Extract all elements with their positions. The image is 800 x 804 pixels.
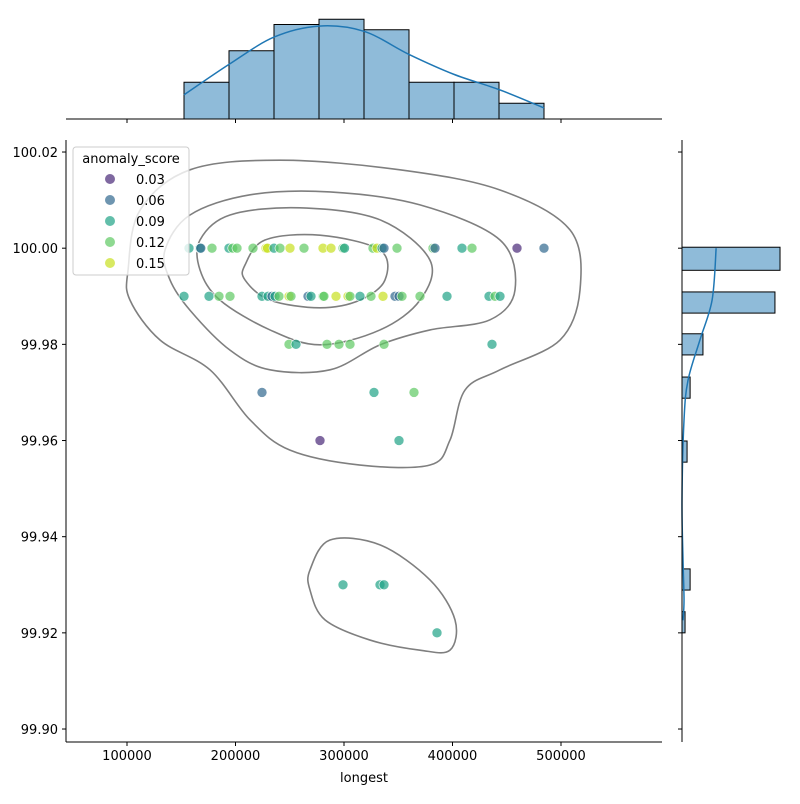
right-marginal-histogram: [681, 246, 781, 634]
legend-label: 0.09: [136, 215, 165, 230]
scatter-point: [178, 290, 190, 302]
top-hist-bar: [453, 81, 500, 120]
kde-contour: [307, 537, 458, 654]
top-hist-bar: [408, 81, 455, 120]
scatter-point: [429, 242, 441, 254]
kde-contour: [162, 190, 517, 374]
scatter-point: [393, 435, 405, 446]
scatter-point: [305, 290, 317, 302]
legend-label: 0.06: [136, 194, 165, 209]
x-tick-label: 400000: [428, 749, 478, 764]
scatter-point: [318, 290, 330, 302]
scatter-point: [368, 387, 380, 398]
legend-marker: [105, 216, 115, 226]
y-tick-label: 99.92: [21, 627, 58, 642]
scatter-point: [354, 290, 366, 302]
top-hist-bar: [183, 81, 230, 120]
kde-contour: [125, 159, 582, 469]
x-tick-label: 300000: [319, 749, 369, 764]
scatter-point: [298, 242, 310, 254]
right-hist-bar: [681, 333, 704, 356]
scatter-points: [178, 242, 550, 639]
scatter-point: [333, 339, 345, 350]
scatter-point: [378, 242, 390, 254]
scatter-point: [195, 242, 207, 254]
scatter-point: [213, 290, 225, 302]
scatter-point: [511, 242, 523, 254]
x-tick-label: 100000: [102, 749, 152, 764]
top-hist-bar: [363, 29, 410, 120]
scatter-point: [231, 242, 243, 254]
scatter-point: [273, 290, 285, 302]
y-tick-label: 99.90: [21, 723, 58, 738]
scatter-point: [247, 242, 259, 254]
legend-box: [72, 146, 190, 276]
legend-marker: [105, 237, 115, 247]
legend-marker: [105, 195, 115, 205]
legend-label: 0.03: [136, 173, 165, 188]
kde-contour: [196, 206, 434, 346]
y-tick-label: 99.98: [21, 338, 58, 353]
y-tick-label: 100.02: [13, 146, 59, 161]
scatter-point: [538, 242, 550, 254]
x-tick-label: 500000: [536, 749, 586, 764]
scatter-point: [441, 290, 453, 302]
scatter-point: [344, 290, 356, 302]
scatter-point: [206, 242, 218, 254]
scatter-point: [365, 290, 377, 302]
scatter-point: [396, 290, 408, 302]
right-hist-bar: [681, 291, 776, 314]
scatter-point: [284, 242, 296, 254]
legend-marker: [105, 258, 115, 268]
scatter-point: [344, 339, 356, 350]
scatter-point: [377, 290, 389, 302]
scatter-point: [330, 290, 342, 302]
legend-marker: [105, 174, 115, 184]
y-tick-label: 99.94: [21, 531, 58, 546]
scatter-point: [256, 387, 268, 398]
scatter-point: [314, 435, 326, 446]
scatter-point: [486, 339, 498, 350]
scatter-point: [456, 242, 468, 254]
scatter-point: [466, 242, 478, 254]
scatter-point: [378, 579, 390, 591]
scatter-point: [391, 242, 403, 254]
scatter-point: [414, 290, 426, 302]
scatter-point: [203, 290, 215, 302]
kde-contours: [125, 159, 582, 654]
right-hist-bar: [681, 246, 781, 271]
right-kde-line: [681, 248, 717, 621]
axes: 100000 200000 300000 400000 500000 99.90 99.92…: [13, 118, 683, 764]
top-hist-bar: [228, 50, 275, 120]
legend-title: anomaly_score: [82, 152, 180, 167]
y-tick-label: 99.96: [21, 435, 58, 450]
x-axis-label: longest: [340, 771, 388, 786]
scatter-point: [339, 242, 350, 254]
top-kde-line: [183, 25, 545, 109]
x-tick-label: 200000: [211, 749, 261, 764]
kde-contour: [241, 233, 389, 309]
scatter-point: [325, 242, 337, 254]
scatter-point: [378, 339, 390, 350]
scatter-point: [494, 290, 506, 302]
legend-label: 0.15: [136, 257, 165, 272]
scatter-point: [285, 290, 297, 302]
scatter-point: [290, 339, 302, 350]
scatter-point: [408, 387, 420, 398]
scatter-point: [337, 579, 349, 591]
legend: anomaly_score 0.03 0.06 0.09 0.12 0.15: [72, 146, 190, 276]
legend-label: 0.12: [136, 236, 165, 251]
top-marginal-histogram: [183, 18, 545, 120]
top-hist-bar: [318, 18, 365, 120]
scatter-point: [431, 627, 443, 639]
scatter-point: [321, 339, 333, 350]
scatter-point: [274, 242, 286, 254]
y-tick-label: 100.00: [13, 242, 59, 257]
top-hist-bar: [273, 24, 320, 120]
scatter-point: [224, 290, 236, 302]
